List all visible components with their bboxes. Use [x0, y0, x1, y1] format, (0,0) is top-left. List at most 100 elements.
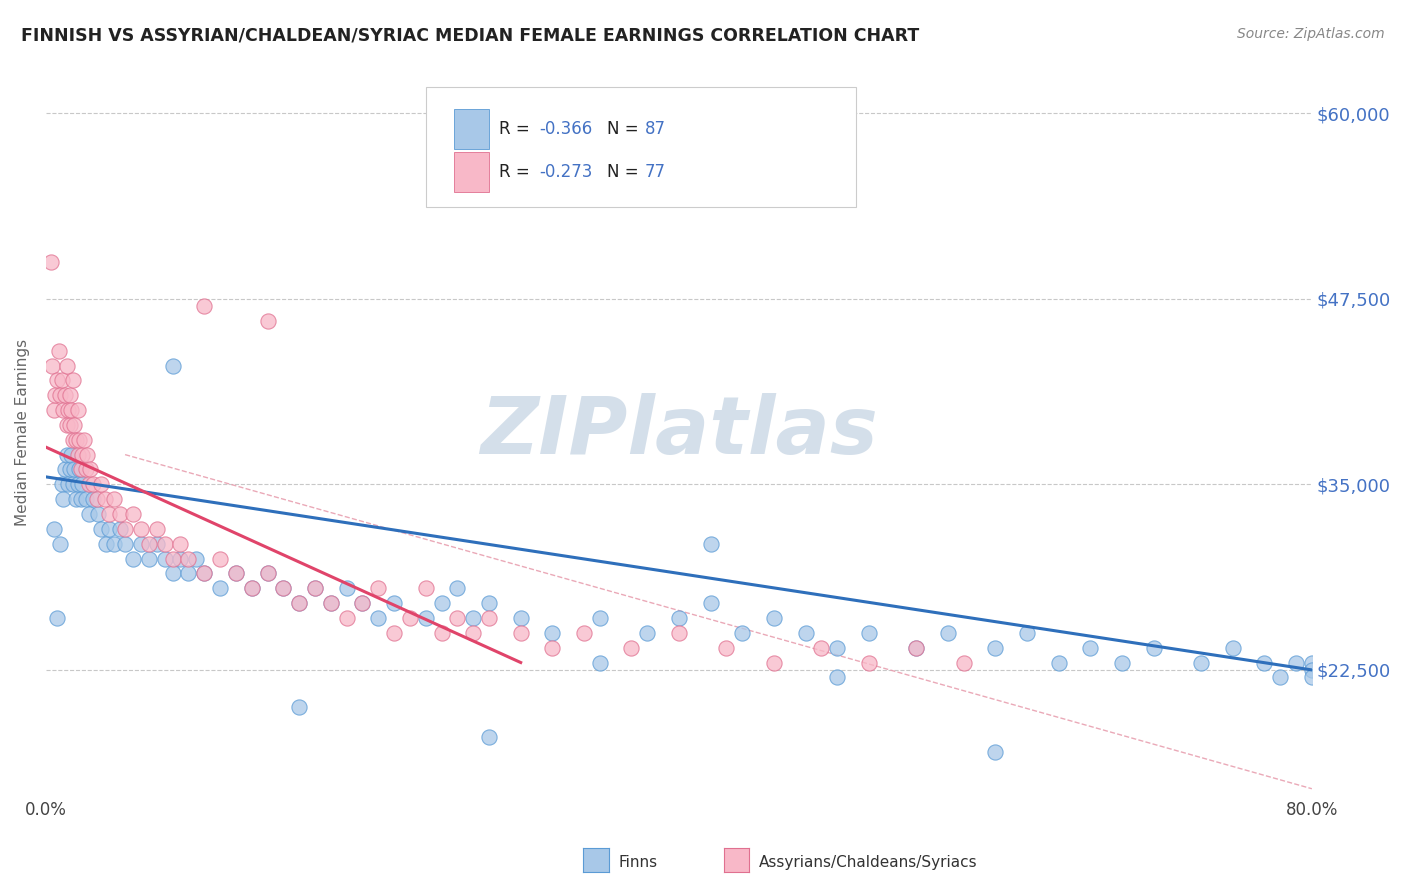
Point [1189, 656, 1212, 670]
Point [1285, 656, 1308, 670]
Point [129, 537, 152, 551]
Point [1047, 656, 1070, 670]
Text: N =: N = [607, 120, 644, 138]
Point [1143, 640, 1166, 655]
Point [304, 581, 326, 595]
Text: ZIPlatlas: ZIPlatlas [479, 393, 877, 471]
Point [44, 388, 66, 402]
Point [478, 596, 501, 610]
Point [52, 403, 75, 417]
Point [430, 596, 453, 610]
Point [984, 640, 1007, 655]
Text: N =: N = [607, 163, 644, 181]
Point [952, 656, 974, 670]
Point [122, 551, 145, 566]
Point [177, 551, 200, 566]
Point [668, 611, 690, 625]
Point [1301, 670, 1323, 684]
Point [53, 388, 76, 402]
Point [463, 625, 485, 640]
Point [52, 492, 75, 507]
Bar [454, 109, 489, 149]
Text: R =: R = [499, 163, 536, 181]
Point [60, 448, 83, 462]
Point [90, 522, 112, 536]
Text: Assyrians/Chaldeans/Syriacs: Assyrians/Chaldeans/Syriacs [759, 855, 977, 870]
Text: -0.366: -0.366 [540, 120, 593, 138]
Point [731, 625, 754, 640]
Point [153, 537, 176, 551]
Point [794, 625, 817, 640]
Point [93, 492, 115, 507]
Point [1270, 670, 1292, 684]
Point [103, 492, 125, 507]
Point [382, 625, 405, 640]
Point [169, 537, 191, 551]
Point [72, 448, 94, 462]
Point [1301, 656, 1323, 670]
Text: R =: R = [499, 120, 536, 138]
Point [478, 730, 501, 744]
Point [620, 640, 643, 655]
Point [79, 462, 101, 476]
Point [67, 433, 90, 447]
Point [193, 566, 215, 581]
Point [225, 566, 247, 581]
Point [60, 403, 83, 417]
Point [984, 745, 1007, 759]
Point [73, 433, 96, 447]
Point [82, 477, 104, 491]
Point [352, 596, 374, 610]
Point [49, 388, 72, 402]
Point [478, 611, 501, 625]
Point [63, 462, 86, 476]
Point [699, 596, 721, 610]
Point [53, 462, 76, 476]
Point [762, 656, 785, 670]
Point [76, 448, 98, 462]
Point [129, 522, 152, 536]
Point [75, 492, 97, 507]
Point [589, 656, 612, 670]
Point [1222, 640, 1244, 655]
Point [367, 581, 389, 595]
Point [98, 507, 121, 521]
Point [94, 537, 117, 551]
Point [145, 522, 167, 536]
Point [46, 611, 69, 625]
Point [65, 492, 87, 507]
Point [256, 566, 278, 581]
Point [66, 448, 89, 462]
Point [87, 507, 110, 521]
Point [256, 314, 278, 328]
Point [193, 299, 215, 313]
Text: Finns: Finns [619, 855, 658, 870]
Point [51, 373, 73, 387]
Point [382, 596, 405, 610]
Point [1253, 656, 1275, 670]
Point [399, 611, 422, 625]
Point [463, 611, 485, 625]
Point [1301, 663, 1323, 677]
Point [1080, 640, 1102, 655]
Point [69, 462, 91, 476]
Point [936, 625, 959, 640]
Point [240, 581, 263, 595]
Point [67, 462, 90, 476]
Point [415, 611, 437, 625]
Text: -0.273: -0.273 [540, 163, 593, 181]
Point [56, 403, 79, 417]
Point [304, 581, 326, 595]
Point [446, 611, 468, 625]
Point [46, 373, 69, 387]
Point [56, 477, 79, 491]
Point [367, 611, 389, 625]
Point [240, 581, 263, 595]
Point [138, 537, 160, 551]
Y-axis label: Median Female Earnings: Median Female Earnings [15, 339, 30, 526]
Point [336, 611, 359, 625]
Point [319, 596, 342, 610]
Point [256, 566, 278, 581]
Point [905, 640, 928, 655]
Point [810, 640, 832, 655]
